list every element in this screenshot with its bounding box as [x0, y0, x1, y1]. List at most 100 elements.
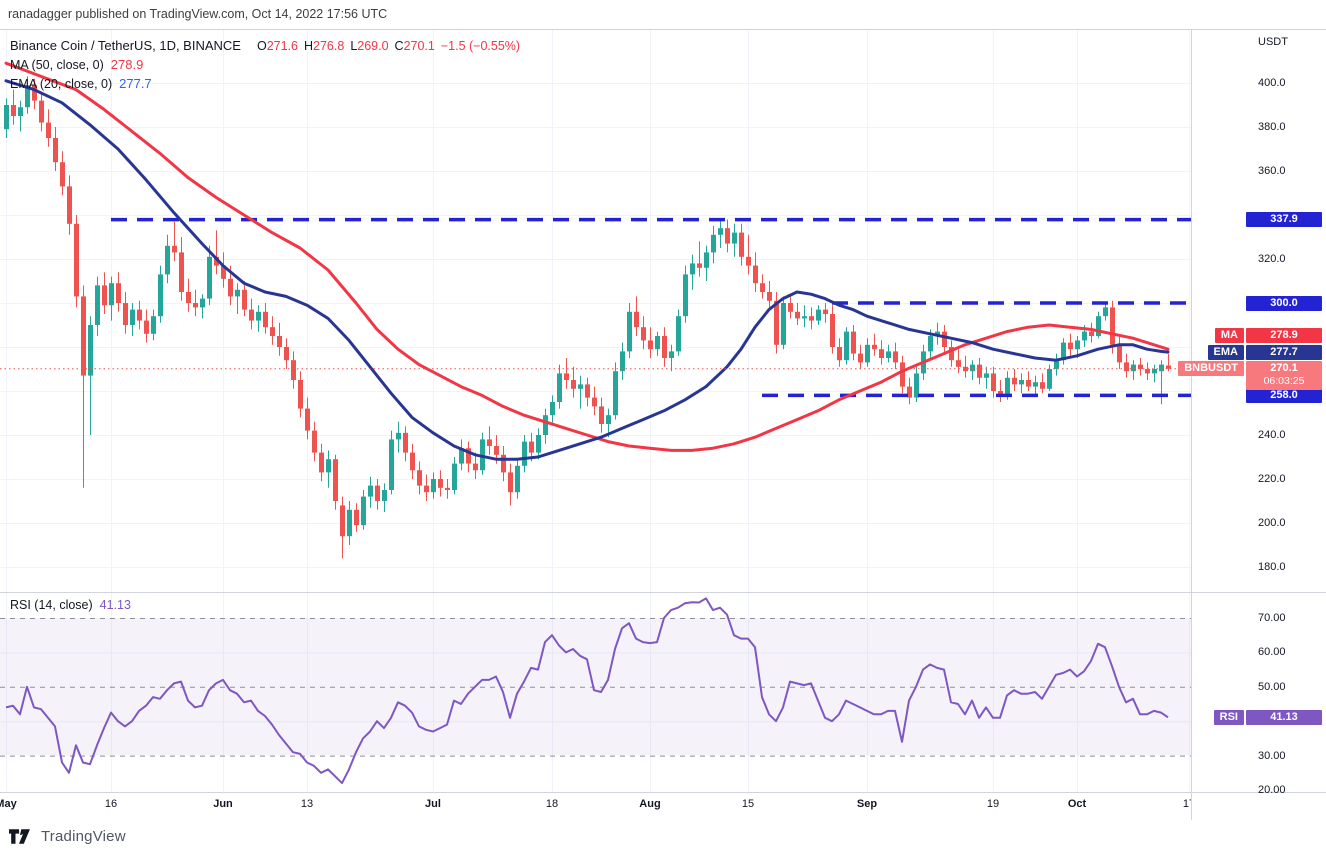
candle-body	[242, 289, 247, 310]
price-axis[interactable]: USDT 400.0 380.0 360.0 320.0 240.0 220.0 200.0…	[1178, 29, 1326, 820]
candle-body	[389, 439, 394, 490]
candle-body	[235, 289, 240, 297]
candle-body	[270, 327, 275, 336]
candle-body	[1033, 382, 1038, 387]
candle-body	[67, 186, 72, 224]
ema-label: EMA (20, close, 0)	[10, 77, 113, 91]
candle-body	[585, 384, 590, 398]
candle-body	[963, 366, 968, 372]
candle-body	[718, 228, 723, 235]
time-tick-label: 19	[986, 798, 1000, 810]
candle-body	[781, 303, 786, 345]
rsi-line	[5, 597, 1169, 785]
ohlc-values: O271.6 H276.8 L269.0 C270.1	[251, 39, 435, 53]
rsi-tick-label: 20.00	[1258, 784, 1286, 796]
legend-ema-row[interactable]: EMA (20, close, 0) 277.7	[10, 74, 520, 93]
candle-body	[179, 252, 184, 292]
symbol-price-chip-label: BNBUSDT	[1178, 361, 1244, 377]
candle-body	[39, 100, 44, 123]
candle-body	[837, 347, 842, 361]
candle-body	[977, 364, 982, 378]
candle-body	[648, 340, 653, 350]
time-axis[interactable]: May 16 Jun 13 Jul 18 Aug 15 Sep 19 Oct 17	[0, 792, 1191, 820]
candle-body	[557, 373, 562, 402]
price-tick-label: 200.0	[1258, 517, 1286, 529]
rsi-tick-label: 30.00	[1258, 749, 1286, 762]
candle-body	[158, 274, 163, 317]
candle-body	[746, 256, 751, 266]
candle-body	[515, 465, 520, 493]
symbol-title[interactable]: Binance Coin / TetherUS, 1D, BINANCE	[10, 38, 241, 53]
ohlc-number: 276.8	[313, 39, 345, 53]
candle-body	[795, 311, 800, 319]
ohlc-number: 269.0	[357, 39, 389, 53]
candle-body	[599, 406, 604, 424]
ohlc-letter: H	[304, 39, 314, 53]
candle-body	[32, 85, 37, 101]
candle-body	[536, 435, 541, 453]
candle-body	[1054, 360, 1059, 369]
candle-body	[774, 300, 779, 345]
tradingview-logo-text: TradingView	[41, 828, 126, 845]
candle-body	[879, 349, 884, 358]
candle-body	[53, 138, 58, 163]
candle-body	[186, 292, 191, 303]
candle-body	[893, 351, 898, 363]
candle-body	[1047, 369, 1052, 389]
candle-body	[508, 472, 513, 493]
rsi-chip-label: RSI	[1213, 709, 1244, 725]
candle-body	[970, 364, 975, 372]
candle-body	[172, 245, 177, 253]
candle-body	[851, 331, 856, 354]
time-tick-label: 13	[300, 798, 314, 810]
candle-body	[802, 316, 807, 319]
candle-body	[375, 485, 380, 501]
candle-body	[130, 309, 135, 325]
chart-area[interactable]: Binance Coin / TetherUS, 1D, BINANCE O271…	[0, 29, 1326, 821]
tradingview-logo[interactable]: TradingView	[9, 828, 126, 845]
candle-body	[1145, 369, 1150, 374]
countdown-timer: 06:03:25	[1263, 375, 1305, 388]
candle-body	[95, 285, 100, 325]
candle-body	[361, 496, 366, 526]
candle-body	[291, 360, 296, 380]
candle-body	[1096, 316, 1101, 336]
candle-body	[452, 463, 457, 490]
ema-value-chip: 277.7	[1246, 344, 1322, 360]
rsi-legend-row[interactable]: RSI (14, close) 41.13	[10, 598, 131, 612]
candle-body	[886, 351, 891, 358]
time-tick-label: 16	[104, 798, 118, 810]
candle-body	[956, 360, 961, 367]
candle-body	[767, 292, 772, 301]
candle-body	[473, 463, 478, 471]
candle-body	[683, 274, 688, 317]
candle-body	[704, 252, 709, 268]
legend-symbol-row[interactable]: Binance Coin / TetherUS, 1D, BINANCE O271…	[10, 36, 520, 55]
rsi-tick-label: 50.00	[1258, 680, 1286, 693]
change-value: −1.5 (−0.55%)	[440, 39, 521, 53]
candle-body	[1117, 344, 1122, 363]
candle-body	[739, 232, 744, 257]
candle-body	[46, 122, 51, 138]
candle-body	[606, 415, 611, 424]
candle-body	[844, 331, 849, 361]
level-price-chip: 300.0	[1246, 295, 1322, 311]
candle-body	[809, 316, 814, 321]
candle-body	[445, 487, 450, 490]
time-tick-label: Aug	[639, 798, 661, 810]
candle-body	[865, 344, 870, 363]
candle-body	[949, 347, 954, 361]
candle-body	[221, 265, 226, 279]
candle-body	[501, 454, 506, 473]
candle-body	[627, 311, 632, 352]
publish-header: ranadagger published on TradingView.com,…	[0, 0, 1326, 29]
time-tick-label: Sep	[856, 798, 878, 810]
ema20-line	[4, 79, 1170, 461]
candle-body	[1082, 331, 1087, 341]
time-tick-label: 18	[545, 798, 559, 810]
time-tick-label: 15	[741, 798, 755, 810]
legend-ma-row[interactable]: MA (50, close, 0) 278.9	[10, 55, 520, 74]
candle-body	[613, 371, 618, 416]
candle-body	[676, 316, 681, 352]
chart-canvas[interactable]	[0, 29, 1326, 854]
